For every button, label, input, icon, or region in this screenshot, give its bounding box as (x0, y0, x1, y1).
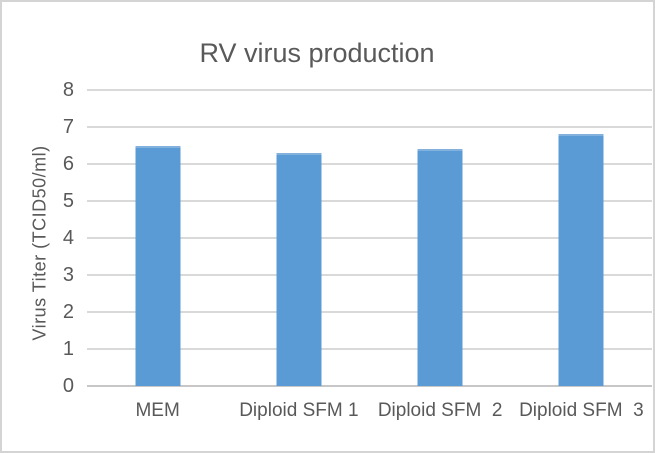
x-category-label: Diploid SFM 3 (519, 400, 644, 421)
gridline (87, 274, 652, 276)
chart-title: RV virus production (199, 38, 435, 68)
gridline (87, 163, 652, 165)
gridline (87, 311, 652, 313)
gridline (87, 237, 652, 239)
x-category-label: Diploid SFM 1 (239, 400, 359, 421)
gridline (87, 348, 652, 350)
y-axis-ticks: 0 1 2 3 4 5 6 7 8 (2, 80, 74, 396)
bar-diploid-sfm-1 (276, 152, 322, 386)
gridline (87, 89, 652, 91)
x-category-label: Diploid SFM 2 (377, 400, 503, 421)
y-tick-label: 1 (62, 338, 74, 360)
y-tick-label: 4 (62, 227, 74, 249)
plot-area (87, 89, 652, 387)
gridline (87, 126, 652, 128)
gridline (87, 200, 652, 202)
y-tick-label: 2 (62, 301, 74, 323)
x-axis-line (87, 385, 652, 387)
y-tick-label: 8 (62, 79, 74, 101)
bar-diploid-sfm-3 (558, 134, 604, 386)
x-axis-labels: MEM Diploid SFM 1 Diploid SFM 2 Diploid SFM… (87, 398, 652, 428)
y-tick-label: 6 (62, 153, 74, 175)
bar-mem (135, 145, 181, 386)
y-tick-label: 0 (62, 375, 74, 397)
bar-diploid-sfm-2 (417, 149, 463, 386)
x-category-label: MEM (135, 400, 180, 421)
y-tick-label: 5 (62, 190, 74, 212)
y-tick-label: 3 (62, 264, 74, 286)
y-tick-label: 7 (62, 116, 74, 138)
